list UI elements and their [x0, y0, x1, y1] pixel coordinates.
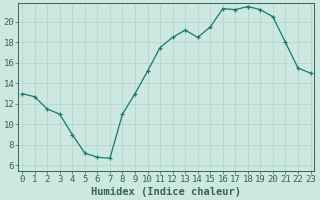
X-axis label: Humidex (Indice chaleur): Humidex (Indice chaleur): [91, 186, 241, 197]
